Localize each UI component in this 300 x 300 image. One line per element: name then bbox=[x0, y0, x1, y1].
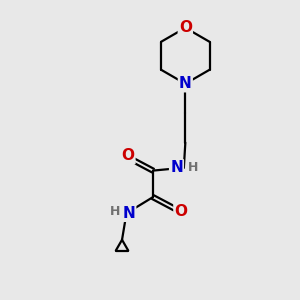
Text: H: H bbox=[188, 161, 199, 174]
Text: N: N bbox=[170, 160, 183, 175]
Text: N: N bbox=[179, 76, 192, 91]
Text: H: H bbox=[110, 205, 120, 218]
Text: O: O bbox=[179, 20, 192, 35]
Text: O: O bbox=[122, 148, 134, 164]
Text: N: N bbox=[122, 206, 135, 221]
Text: O: O bbox=[174, 204, 188, 219]
